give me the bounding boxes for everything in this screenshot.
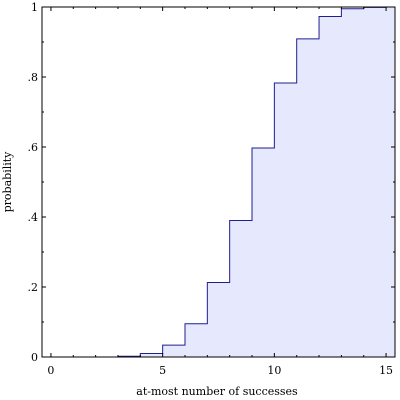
y-axis-ticks: 0 .2 .4 .6 .8 1 <box>28 1 395 364</box>
y-tick-label-3: .6 <box>28 141 39 154</box>
y-tick-label-4: .8 <box>28 71 39 84</box>
y-tick-label-5: 1 <box>31 1 38 14</box>
y-tick-label-2: .4 <box>28 211 39 224</box>
x-tick-label-5: 5 <box>159 364 166 377</box>
y-axis-label: probability <box>1 151 14 213</box>
x-tick-label-0: 0 <box>47 364 54 377</box>
y-tick-label-1: .2 <box>28 281 39 294</box>
x-axis-label: at-most number of successes <box>136 385 298 398</box>
x-tick-label-10: 10 <box>267 364 281 377</box>
x-axis-ticks: 0 5 10 15 <box>47 7 393 377</box>
y-tick-label-0: 0 <box>31 351 38 364</box>
area-fill-layer <box>42 7 395 357</box>
x-tick-label-15: 15 <box>379 364 393 377</box>
area-fill <box>42 7 395 357</box>
